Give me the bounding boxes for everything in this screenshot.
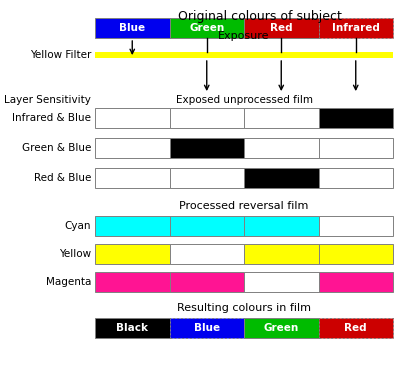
- Text: Infrared & Blue: Infrared & Blue: [12, 113, 91, 123]
- Bar: [95, 318, 170, 338]
- Bar: [318, 318, 393, 338]
- Text: Cyan: Cyan: [64, 221, 91, 231]
- Bar: [318, 244, 393, 264]
- Bar: [318, 216, 393, 236]
- Text: Original colours of subject: Original colours of subject: [178, 10, 342, 23]
- Bar: [95, 272, 170, 292]
- Bar: [318, 138, 393, 158]
- Bar: [244, 272, 318, 292]
- Text: Infrared: Infrared: [332, 23, 380, 33]
- Bar: [244, 18, 318, 38]
- Bar: [244, 216, 318, 236]
- Bar: [170, 244, 244, 264]
- Bar: [244, 318, 318, 338]
- Bar: [244, 108, 318, 128]
- Bar: [318, 168, 393, 188]
- Bar: [318, 18, 393, 38]
- Bar: [170, 138, 244, 158]
- Text: Magenta: Magenta: [46, 277, 91, 287]
- Bar: [170, 318, 244, 338]
- Bar: [170, 168, 244, 188]
- Text: Processed reversal film: Processed reversal film: [179, 201, 309, 211]
- Bar: [95, 108, 170, 128]
- Text: Red: Red: [344, 323, 367, 333]
- Text: Yellow: Yellow: [59, 249, 91, 259]
- Text: Exposed unprocessed film: Exposed unprocessed film: [176, 95, 312, 105]
- Bar: [170, 108, 244, 128]
- Text: Green & Blue: Green & Blue: [22, 143, 91, 153]
- Bar: [170, 18, 244, 38]
- Text: Green: Green: [264, 323, 299, 333]
- Bar: [170, 272, 244, 292]
- Text: Green: Green: [189, 23, 224, 33]
- Text: Black: Black: [116, 323, 148, 333]
- Bar: [95, 168, 170, 188]
- Bar: [244, 168, 318, 188]
- Bar: [95, 216, 170, 236]
- Text: Red & Blue: Red & Blue: [34, 173, 91, 183]
- Text: Exposure: Exposure: [218, 31, 270, 41]
- Text: Blue: Blue: [119, 23, 145, 33]
- Bar: [95, 52, 393, 58]
- Text: Layer Sensitivity: Layer Sensitivity: [4, 95, 91, 105]
- Bar: [170, 216, 244, 236]
- Bar: [95, 138, 170, 158]
- Text: Red: Red: [270, 23, 292, 33]
- Bar: [95, 18, 170, 38]
- Text: Blue: Blue: [194, 323, 220, 333]
- Bar: [95, 244, 170, 264]
- Bar: [318, 108, 393, 128]
- Bar: [244, 244, 318, 264]
- Bar: [244, 138, 318, 158]
- Text: Resulting colours in film: Resulting colours in film: [177, 303, 311, 313]
- Bar: [318, 272, 393, 292]
- Text: Yellow Filter: Yellow Filter: [30, 50, 91, 60]
